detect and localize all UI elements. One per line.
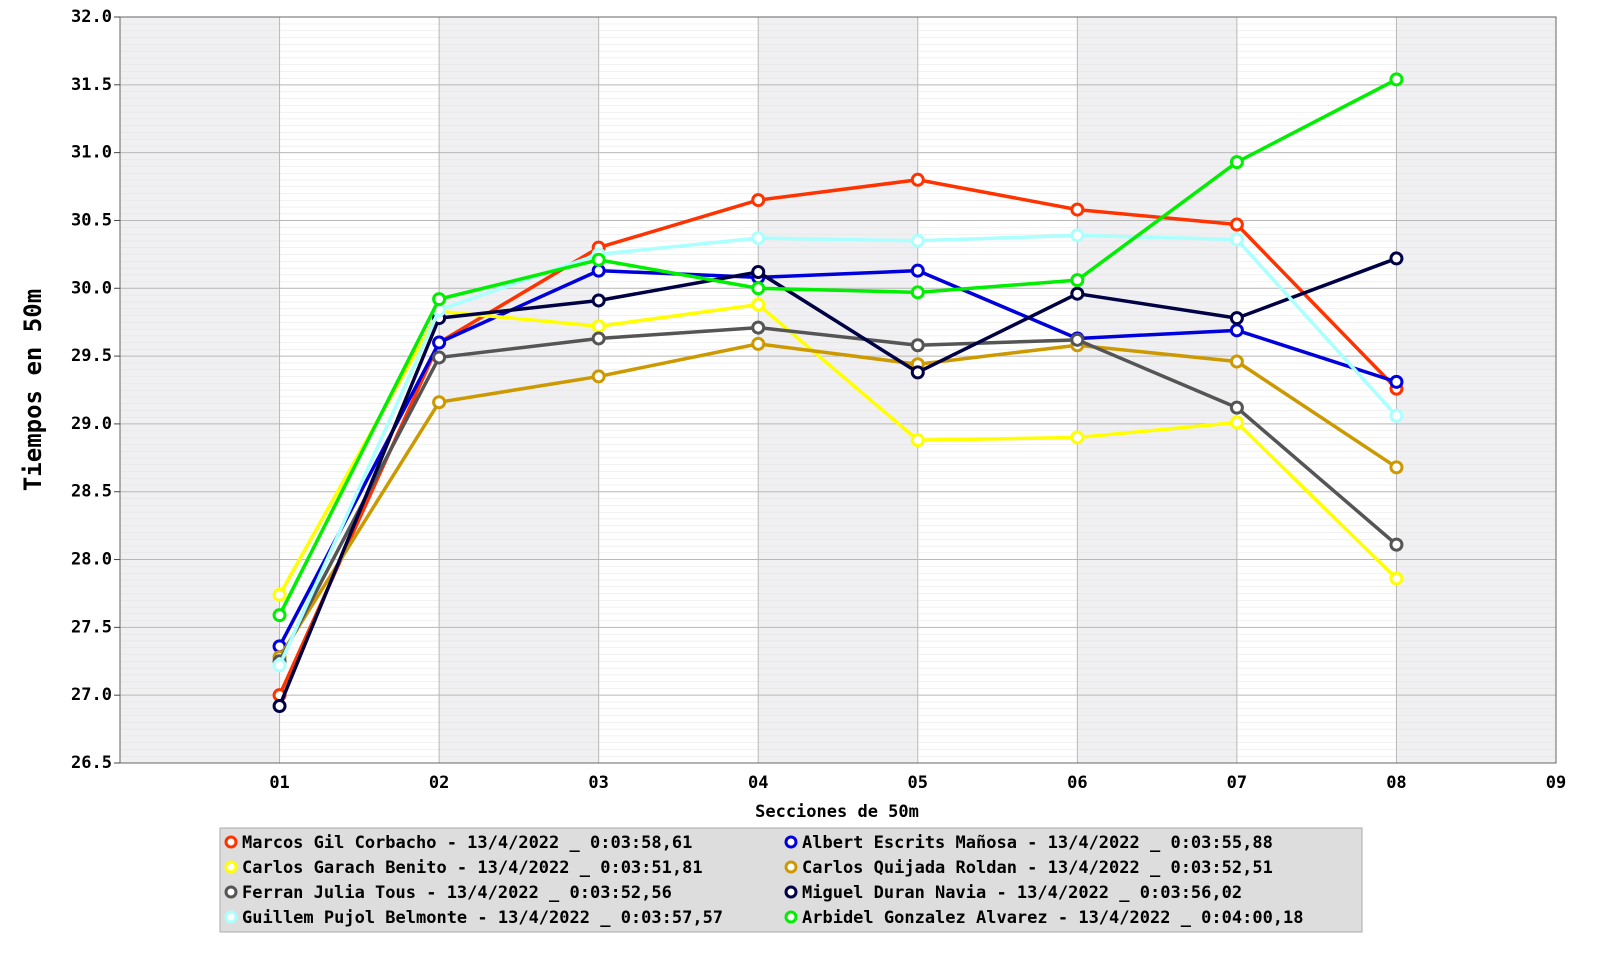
point (1070, 273, 1085, 288)
point (432, 335, 447, 350)
point (1389, 537, 1404, 552)
point (1229, 155, 1244, 170)
y-tick-label: 30.5 (71, 210, 112, 230)
legend-marker (784, 910, 798, 924)
point (272, 608, 287, 623)
point (1229, 400, 1244, 415)
x-tick-label: 09 (1546, 773, 1566, 793)
legend-label: Arbidel Gonzalez Alvarez - 13/4/2022 _ 0… (802, 908, 1304, 928)
point (910, 365, 925, 380)
point (1229, 311, 1244, 326)
point (910, 172, 925, 187)
y-tick-label: 31.0 (71, 143, 112, 163)
series-line (277, 233, 1398, 667)
point (1389, 571, 1404, 586)
point (1070, 202, 1085, 217)
y-axis-label: Tiempos en 50m (19, 289, 47, 491)
legend-marker (784, 860, 798, 874)
x-axis-label: Secciones de 50m (755, 802, 919, 822)
point (591, 252, 606, 267)
y-tick-label: 29.0 (71, 414, 112, 434)
legend-marker (784, 835, 798, 849)
point (751, 320, 766, 335)
point (1389, 72, 1404, 87)
point (591, 369, 606, 384)
point (1229, 217, 1244, 232)
x-tick-label: 08 (1386, 773, 1406, 793)
x-tick-label: 06 (1067, 773, 1087, 793)
point (1070, 228, 1085, 243)
point (751, 281, 766, 296)
point (432, 395, 447, 410)
point (1229, 232, 1244, 247)
point (1070, 332, 1085, 347)
x-tick-label: 07 (1227, 773, 1247, 793)
y-tick-label: 32.0 (71, 7, 112, 27)
point (751, 336, 766, 351)
point (591, 319, 606, 334)
point (910, 338, 925, 353)
point (910, 285, 925, 300)
point (432, 292, 447, 307)
legend-marker (224, 860, 238, 874)
point (1389, 460, 1404, 475)
minor-grid (120, 17, 1556, 763)
series-line (277, 178, 1398, 696)
legend-label: Ferran Julia Tous - 13/4/2022 _ 0:03:52,… (242, 883, 672, 903)
x-tick-label: 03 (588, 773, 608, 793)
point (272, 587, 287, 602)
point (1389, 251, 1404, 266)
y-tick-label: 29.5 (71, 346, 112, 366)
point (1070, 430, 1085, 445)
legend-label: Guillem Pujol Belmonte - 13/4/2022 _ 0:0… (242, 908, 723, 928)
point (591, 331, 606, 346)
point (1229, 323, 1244, 338)
series-line (277, 77, 1398, 616)
y-tick-label: 26.5 (71, 753, 112, 773)
point (1389, 408, 1404, 423)
x-tick-label: 01 (269, 773, 289, 793)
x-tick-label: 05 (908, 773, 928, 793)
legend-label: Albert Escrits Mañosa - 13/4/2022 _ 0:03… (802, 833, 1273, 853)
series-line (277, 256, 1398, 707)
series-line (278, 342, 1398, 659)
x-tick-label: 04 (748, 773, 768, 793)
point (751, 264, 766, 279)
point (751, 297, 766, 312)
point (591, 293, 606, 308)
point (751, 193, 766, 208)
point (751, 231, 766, 246)
point (432, 350, 447, 365)
point (272, 658, 287, 673)
legend-marker (224, 910, 238, 924)
point (910, 433, 925, 448)
y-tick-label: 28.5 (71, 482, 112, 502)
y-tick-label: 30.0 (71, 278, 112, 298)
point (1229, 415, 1244, 430)
point (1070, 286, 1085, 301)
y-tick-label: 28.0 (71, 550, 112, 570)
legend-marker (224, 885, 238, 899)
y-tick-label: 31.5 (71, 75, 112, 95)
legend-label: Miguel Duran Navia - 13/4/2022 _ 0:03:56… (802, 883, 1242, 903)
plot-frame (119, 16, 1557, 764)
point (1389, 374, 1404, 389)
legend-label: Marcos Gil Corbacho - 13/4/2022 _ 0:03:5… (242, 833, 692, 853)
series-line (278, 325, 1398, 663)
x-tick-label: 02 (429, 773, 449, 793)
series-line (278, 268, 1397, 648)
point (910, 263, 925, 278)
y-tick-label: 27.0 (71, 685, 112, 705)
legend-label: Carlos Quijada Roldan - 13/4/2022 _ 0:03… (802, 858, 1273, 878)
legend-marker (784, 885, 798, 899)
y-tick-label: 27.5 (71, 617, 112, 637)
legend-marker (224, 835, 238, 849)
legend-label: Carlos Garach Benito - 13/4/2022 _ 0:03:… (242, 858, 703, 878)
point (1229, 354, 1244, 369)
point (910, 233, 925, 248)
point (591, 263, 606, 278)
point (272, 699, 287, 714)
